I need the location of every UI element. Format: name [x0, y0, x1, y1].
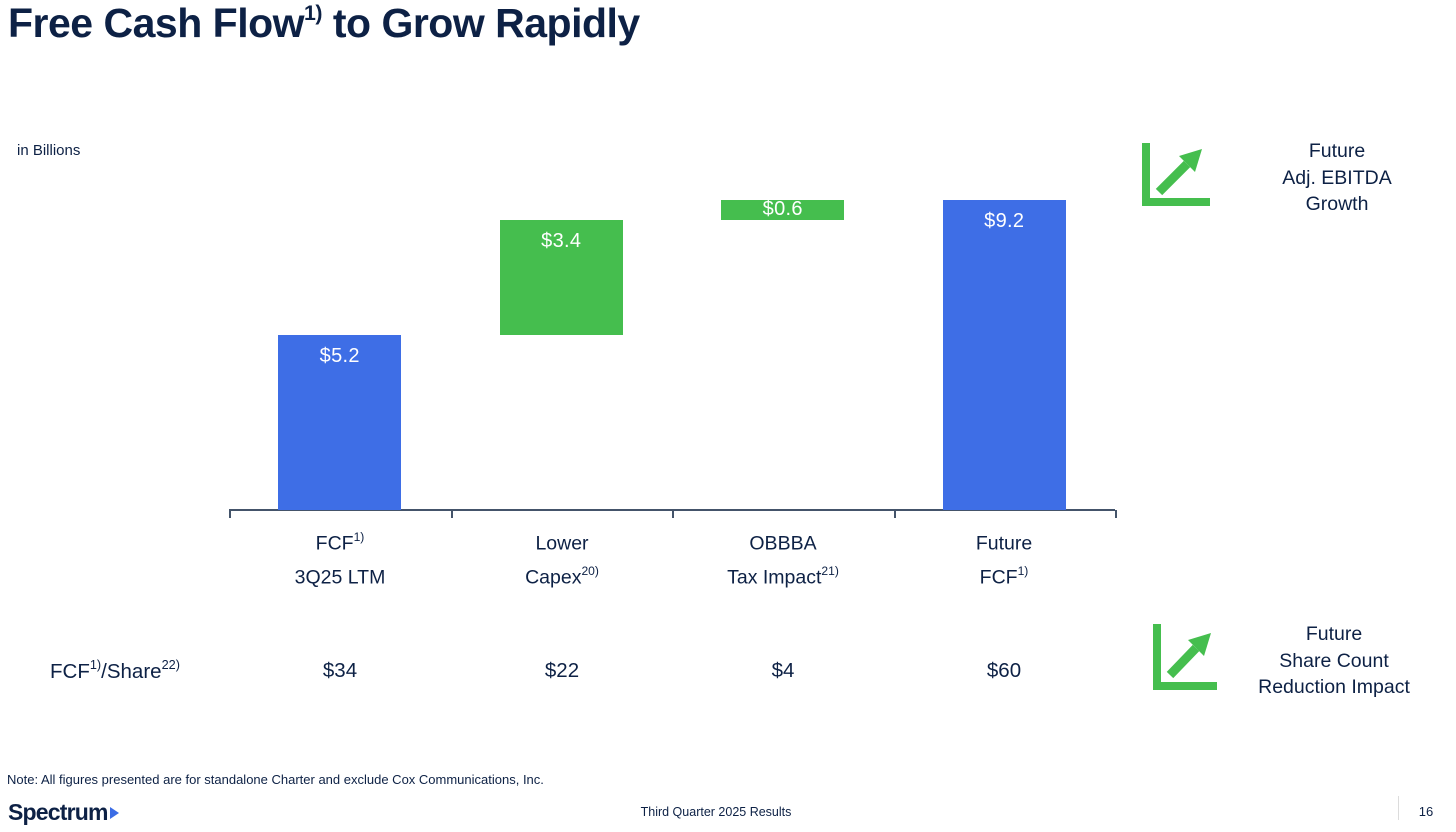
category-line: Future — [975, 532, 1033, 555]
growth-arrow-icon — [1151, 622, 1219, 697]
annotation-line: Growth — [1305, 193, 1369, 215]
category-label-future-fcf: Future FCF1) — [893, 524, 1115, 591]
footer-title: Third Quarter 2025 Results — [640, 805, 792, 819]
category-label-obbba-tax-impact: OBBBA Tax Impact21) — [672, 524, 894, 591]
bar-value-label: $9.2 — [984, 209, 1025, 232]
share-label-superscript: 1) — [89, 657, 102, 672]
page-title: Free Cash Flow1) to Grow Rapidly — [8, 0, 640, 47]
annotation-share-count-reduction: Future Share Count Reduction Impact — [1229, 621, 1439, 701]
category-superscript: 1) — [353, 530, 365, 544]
category-label-lower-capex: Lower Capex20) — [451, 524, 673, 591]
fcf-per-share-value: $22 — [544, 659, 580, 682]
units-label: in Billions — [17, 142, 81, 159]
share-label-part: FCF — [50, 659, 90, 683]
category-superscript: 20) — [581, 563, 599, 578]
category-line: Lower — [535, 532, 589, 555]
category-line: Tax Impact — [727, 566, 822, 588]
category-superscript: 1) — [1017, 563, 1029, 578]
annotation-line: Future — [1308, 140, 1366, 162]
title-main: Free Cash Flow — [8, 0, 305, 46]
title-superscript: 1) — [304, 1, 322, 26]
annotation-line: Adj. EBITDA — [1282, 166, 1392, 189]
category-superscript: 21) — [821, 563, 839, 578]
spectrum-logo-text: Spectrum — [8, 799, 108, 825]
annotation-line: Future — [1305, 623, 1363, 645]
footer-divider — [1398, 796, 1399, 820]
fcf-per-share-label: FCF1)/Share22) — [50, 657, 180, 684]
category-line: FCF — [315, 532, 354, 555]
annotation-ebitda-growth: Future Adj. EBITDA Growth — [1237, 138, 1437, 218]
fcf-per-share-value: $60 — [986, 659, 1022, 682]
category-line: Capex — [525, 566, 582, 588]
fcf-per-share-value: $34 — [322, 659, 358, 682]
bar-value-label: $0.6 — [762, 198, 803, 221]
bar-obbba-tax-impact: $0.6 — [721, 198, 845, 221]
category-line: 3Q25 LTM — [294, 566, 386, 588]
annotation-line: Share Count — [1279, 649, 1389, 672]
category-line: OBBBA — [749, 532, 817, 555]
bar-future-fcf: $9.2 — [942, 199, 1066, 510]
category-label-fcf-3q25-ltm: FCF1) 3Q25 LTM — [229, 524, 451, 591]
footnote: Note: All figures presented are for stan… — [7, 772, 544, 787]
page-number: 16 — [1418, 804, 1434, 819]
annotation-line: Reduction Impact — [1258, 676, 1410, 698]
spectrum-logo-arrow-icon — [109, 807, 119, 819]
title-rest: to Grow Rapidly — [332, 0, 640, 46]
bar-fcf-3q25-ltm: $5.2 — [278, 334, 402, 510]
category-line: FCF — [979, 566, 1018, 588]
bar-value-label: $3.4 — [541, 230, 582, 253]
bar-lower-capex: $3.4 — [499, 220, 623, 335]
spectrum-logo: Spectrum — [8, 799, 119, 826]
bar-value-label: $5.2 — [319, 344, 360, 367]
share-label-superscript: 22) — [161, 657, 180, 672]
growth-arrow-icon — [1140, 141, 1212, 213]
fcf-per-share-value: $4 — [771, 659, 795, 682]
share-label-part: /Share — [101, 659, 162, 683]
